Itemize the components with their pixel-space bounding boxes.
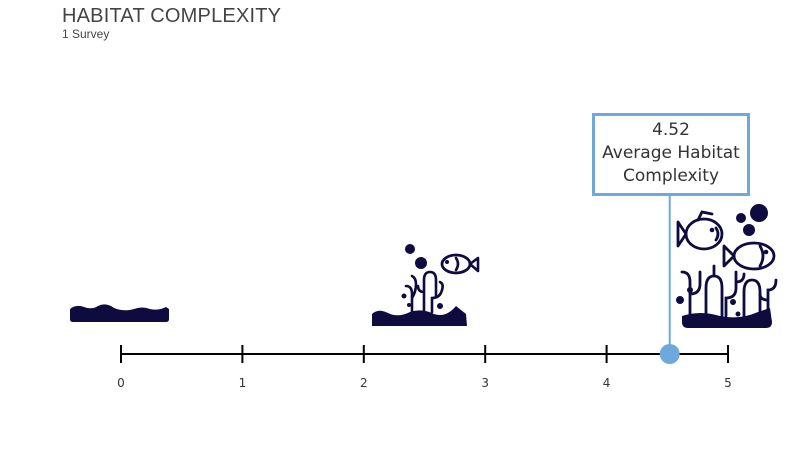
- average-label-line1: Average Habitat: [602, 143, 740, 163]
- axis-tick-label: 5: [724, 376, 732, 390]
- simple-reef-icon: [372, 244, 480, 326]
- average-label-line2: Complexity: [622, 166, 719, 186]
- axis-tick-label: 1: [239, 376, 247, 390]
- average-marker-point: [659, 344, 680, 364]
- chart-title: HABITAT COMPLEXITY: [62, 5, 282, 27]
- axis-tick-label: 4: [603, 376, 611, 390]
- average-callout: 4.52 Average Habitat Complexity: [592, 113, 750, 196]
- complex-reef-icon: [676, 204, 778, 328]
- axis-tick-label: 3: [481, 376, 489, 390]
- flat-seabed-icon: [70, 304, 169, 322]
- average-value-label: 4.52: [652, 120, 690, 140]
- axis-tick-label: 0: [117, 376, 125, 390]
- x-axis: 0 1 2 3 4 5: [117, 345, 732, 390]
- axis-tick-label: 2: [360, 376, 368, 390]
- average-marker: [659, 190, 680, 364]
- chart-subtitle: 1 Survey: [62, 27, 110, 41]
